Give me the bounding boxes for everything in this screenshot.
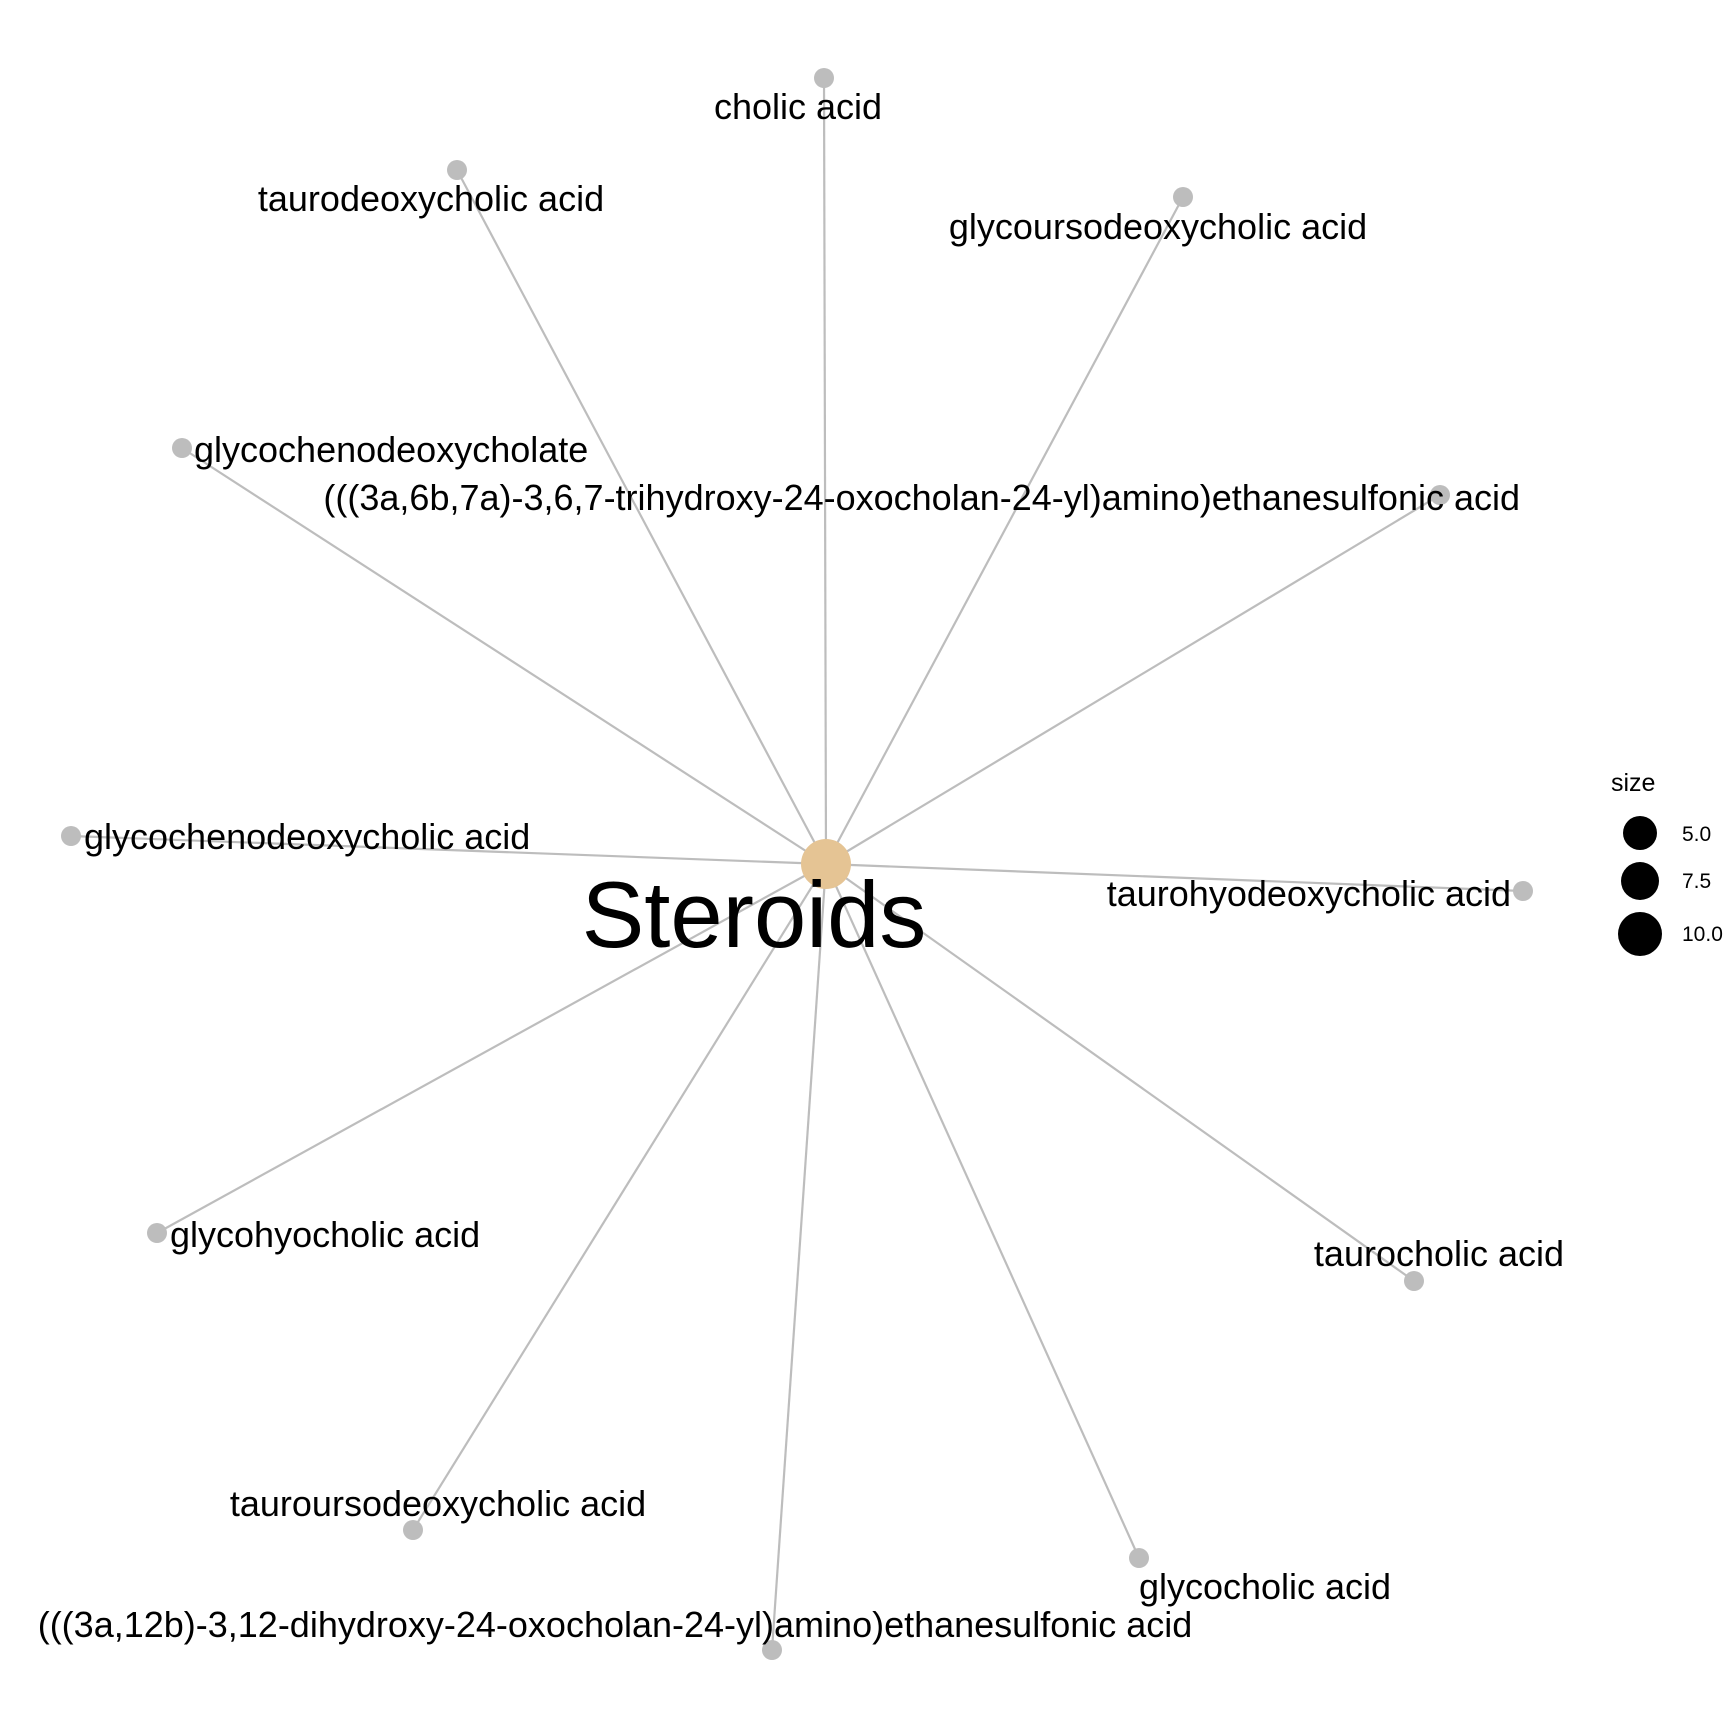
edge-dihydroxy-ethanesulfonic-acid [770, 863, 828, 1651]
node-glycochenodeoxycholic-acid [61, 826, 81, 846]
center-node-label: Steroids [582, 862, 927, 967]
edge-glycochenodeoxycholate [181, 447, 827, 865]
node-taurodeoxycholic-acid [447, 160, 467, 180]
node-label-dihydroxy-ethanesulfonic-acid: (((3a,12b)-3,12-dihydroxy-24-oxocholan-2… [38, 1604, 1193, 1645]
node-label-tauroursodeoxycholic-acid: tauroursodeoxycholic acid [230, 1483, 646, 1524]
edge-glycochenodeoxycholic-acid [70, 834, 827, 866]
center-node [801, 839, 851, 889]
node-label-glycochenodeoxycholate: glycochenodeoxycholate [194, 429, 588, 470]
node-label-taurodeoxycholic-acid: taurodeoxycholic acid [258, 178, 604, 219]
legend-key-0 [1623, 816, 1657, 850]
edge-taurodeoxycholic-acid [456, 169, 827, 865]
node-label-glycocholic-acid: glycocholic acid [1139, 1566, 1391, 1607]
legend-label-2: 10.0 [1682, 923, 1723, 946]
edge-glycocholic-acid [824, 863, 1141, 1559]
node-tauroursodeoxycholic-acid [403, 1520, 423, 1540]
node-taurohyodeoxycholic-acid [1513, 881, 1533, 901]
legend-label-0: 5.0 [1682, 823, 1711, 846]
edge-glycohyocholic-acid [156, 863, 827, 1234]
legend-key-1 [1621, 862, 1659, 900]
node-taurocholic-acid [1404, 1271, 1424, 1291]
node-label-taurohyodeoxycholic-acid: taurohyodeoxycholic acid [1107, 873, 1511, 914]
size-legend: size 5.0 7.5 10.0 [1611, 769, 1723, 956]
legend-title: size [1611, 769, 1655, 797]
edge-taurocholic-acid [825, 863, 1415, 1282]
node-label-trihydroxy-ethanesulfonic-acid: (((3a,6b,7a)-3,6,7-trihydroxy-24-oxochol… [323, 477, 1520, 518]
node-cholic-acid [814, 68, 834, 88]
edges-layer [70, 77, 1524, 1651]
legend-label-1: 7.5 [1682, 870, 1711, 893]
center-node-layer [801, 839, 851, 889]
node-glycochenodeoxycholate [172, 438, 192, 458]
node-label-taurocholic-acid: taurocholic acid [1314, 1233, 1564, 1274]
node-trihydroxy-ethanesulfonic-acid [1430, 485, 1450, 505]
node-label-cholic-acid: cholic acid [714, 86, 882, 127]
node-label-glycoursodeoxycholic-acid: glycoursodeoxycholic acid [949, 206, 1367, 247]
node-glycocholic-acid [1129, 1548, 1149, 1568]
node-label-glycochenodeoxycholic-acid: glycochenodeoxycholic acid [84, 816, 530, 857]
leaf-nodes-layer [61, 68, 1533, 1660]
node-glycohyocholic-acid [147, 1223, 167, 1243]
edge-trihydroxy-ethanesulfonic-acid [825, 494, 1441, 865]
edge-taurohyodeoxycholic-acid [825, 862, 1524, 893]
labels-layer: cholic acid taurodeoxycholic acid glycours… [38, 86, 1564, 1645]
node-glycoursodeoxycholic-acid [1173, 187, 1193, 207]
node-label-glycohyocholic-acid: glycohyocholic acid [170, 1214, 480, 1255]
edge-cholic-acid [822, 77, 828, 865]
edge-tauroursodeoxycholic-acid [412, 863, 827, 1531]
legend-key-2 [1618, 912, 1662, 956]
edge-glycoursodeoxycholic-acid [825, 196, 1184, 865]
node-dihydroxy-ethanesulfonic-acid [762, 1640, 782, 1660]
